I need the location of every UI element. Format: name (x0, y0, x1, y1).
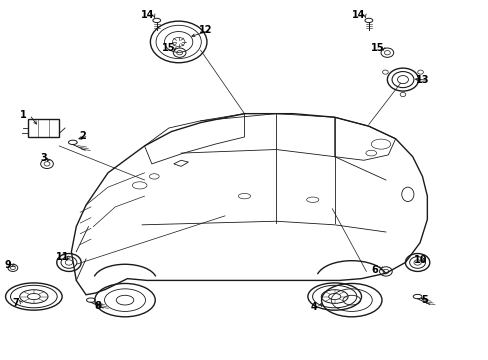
Text: 2: 2 (79, 131, 86, 141)
Text: 3: 3 (40, 153, 47, 163)
Text: 14: 14 (352, 10, 365, 20)
Text: 15: 15 (370, 43, 384, 53)
Text: 12: 12 (198, 25, 212, 35)
Text: 10: 10 (413, 255, 427, 265)
Text: 14: 14 (141, 10, 154, 20)
Text: 1: 1 (20, 110, 27, 120)
Text: 9: 9 (4, 260, 11, 270)
Text: 13: 13 (415, 75, 429, 85)
Text: 6: 6 (371, 265, 378, 275)
Text: 15: 15 (162, 43, 175, 53)
Text: 11: 11 (56, 252, 70, 262)
Text: 7: 7 (12, 298, 19, 308)
Text: 5: 5 (421, 295, 427, 305)
Text: 8: 8 (95, 301, 102, 311)
Text: 4: 4 (310, 302, 316, 312)
